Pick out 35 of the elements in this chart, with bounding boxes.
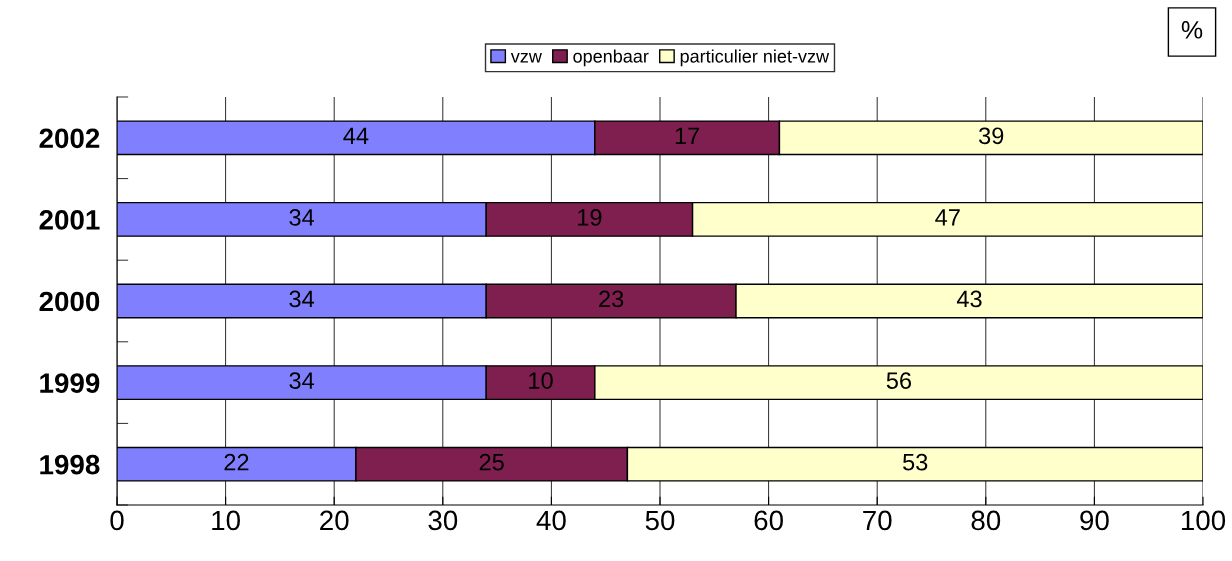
x-tick-label: 50 [645,510,675,531]
text: % [1181,21,1203,39]
data-label: 43 [956,290,982,308]
data-label: 34 [289,290,315,308]
x-tick-label: 100 [1181,510,1226,531]
x-tick-label: 80 [971,510,1001,531]
legend-label: openbaar [573,49,649,67]
y-tick-label: 1999 [40,373,100,393]
data-label: 34 [289,372,315,389]
data-label: 56 [886,372,912,389]
data-label: 53 [903,453,928,471]
data-label: 39 [979,127,1004,145]
y-tick-label: 1998 [40,454,100,475]
y-tick-label: 2002 [39,128,100,149]
x-tick-label: 20 [320,510,349,531]
x-tick-label: 30 [428,510,458,531]
data-label: 44 [343,127,369,144]
x-tick-label: 90 [1080,510,1109,531]
x-tick-label: 60 [754,510,783,531]
data-label: 17 [675,127,700,144]
y-tick-label: 2000 [39,291,100,312]
data-label: 47 [935,209,960,226]
legend-label: particulier niet-vzw [680,49,830,67]
data-label: 25 [479,453,504,471]
y-tick-label: 2001 [39,210,100,230]
data-label: 10 [529,372,553,389]
x-tick-label: 40 [536,510,566,531]
data-label: 22 [224,453,249,471]
x-tick-label: 70 [863,510,892,531]
x-tick-label: 0 [110,510,124,531]
data-label: 34 [289,209,315,226]
legend-label: vzw [510,52,542,63]
data-label: 19 [578,209,602,226]
data-label: 23 [599,290,624,308]
x-tick-label: 10 [212,510,240,531]
